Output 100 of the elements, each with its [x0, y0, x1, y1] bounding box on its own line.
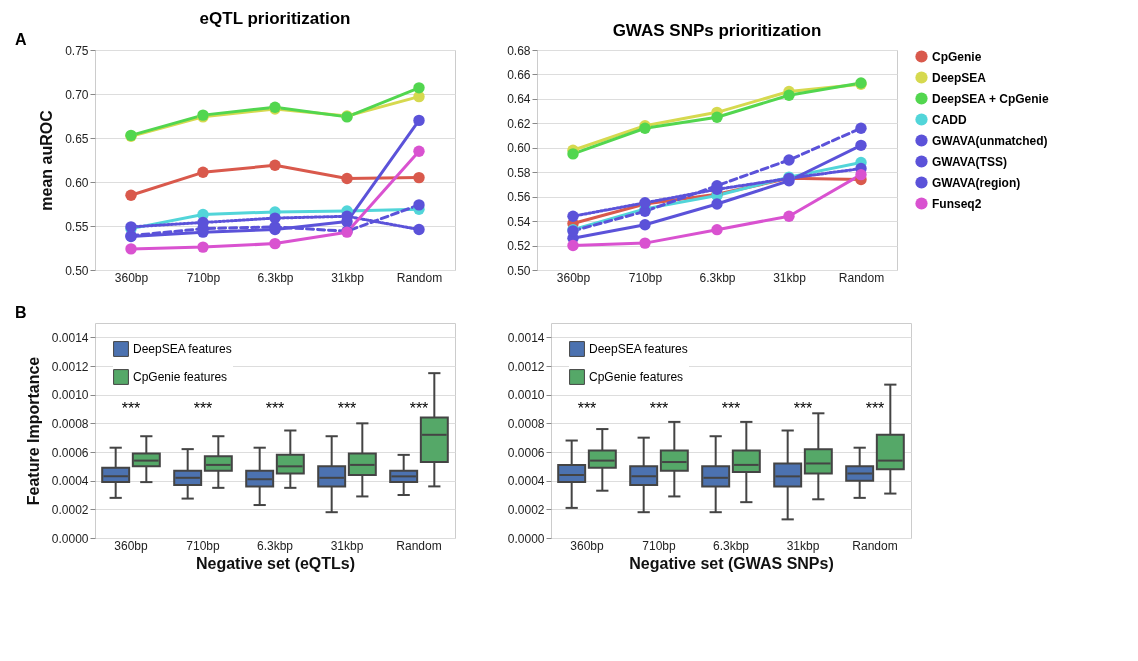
point — [567, 148, 579, 160]
annotation: *** — [337, 400, 357, 417]
legend-label: CADD — [932, 112, 967, 127]
y-tick-label: 0.0000 — [51, 531, 89, 546]
point — [711, 111, 723, 123]
point — [855, 139, 867, 152]
y-tick-label: 0.0012 — [507, 359, 545, 374]
annotation: *** — [121, 400, 141, 417]
y-tick-label: 0.75 — [65, 43, 89, 58]
x-axis-title: Negative set (eQTLs) — [195, 554, 356, 572]
legend-label: DeepSEA + CpGenie — [932, 91, 1049, 106]
y-tick-label: 0.56 — [507, 190, 531, 205]
annotation: *** — [265, 400, 285, 417]
point — [125, 243, 137, 255]
y-tick-label: 0.0008 — [507, 416, 545, 431]
legend-label: GWAVA(region) — [932, 175, 1021, 190]
point — [341, 172, 353, 185]
x-tick-label: 710bp — [186, 270, 221, 285]
x-tick-label: Random — [396, 538, 442, 553]
y-tick-label: 0.50 — [65, 263, 89, 278]
x-tick-label: 31kbp — [773, 270, 807, 285]
x-tick-label: 710bp — [186, 538, 221, 553]
annotation: *** — [721, 400, 741, 417]
legend-label: DeepSEA features — [133, 342, 232, 356]
y-tick-label: 0.58 — [507, 165, 531, 180]
legend-label: CpGenie features — [133, 370, 228, 384]
point — [783, 89, 795, 101]
text: A — [15, 31, 27, 48]
point — [783, 210, 795, 222]
y-tick-label: 0.0008 — [51, 416, 89, 431]
y-tick-label: 0.62 — [507, 116, 531, 131]
y-tick-label: 0.0010 — [507, 388, 545, 403]
x-tick-label: 31kbp — [330, 538, 364, 553]
point — [711, 198, 723, 210]
point — [125, 189, 137, 201]
y-tick-label: 0.54 — [507, 214, 531, 229]
x-tick-label: 31kbp — [786, 538, 820, 553]
point — [855, 168, 867, 181]
y-tick-label: 0.0004 — [507, 474, 545, 489]
text: B — [15, 304, 27, 321]
point — [413, 199, 425, 211]
x-tick-label: 360bp — [114, 270, 149, 285]
y-axis-title: mean auROC — [38, 109, 56, 211]
annotation: *** — [793, 400, 813, 417]
x-tick-label: 360bp — [556, 270, 591, 285]
chart-title: eQTL prioritization — [199, 9, 351, 28]
legend-label: Funseq2 — [932, 196, 982, 211]
x-tick-label: 31kbp — [331, 270, 365, 285]
x-tick-label: 710bp — [642, 538, 677, 553]
x-tick-label: Random — [838, 270, 885, 285]
point — [413, 223, 425, 236]
y-tick-label: 0.0002 — [507, 502, 545, 517]
x-tick-label: 360bp — [570, 538, 605, 553]
x-tick-label: 360bp — [114, 538, 149, 553]
y-tick-label: 0.50 — [507, 263, 531, 278]
y-axis-title: Feature Importance — [24, 356, 42, 506]
point — [855, 122, 867, 134]
y-tick-label: 0.64 — [507, 92, 531, 107]
legend-label: DeepSEA features — [589, 342, 688, 356]
y-tick-label: 0.0006 — [507, 445, 545, 460]
point — [413, 145, 425, 157]
x-tick-label: Random — [396, 270, 443, 285]
point — [783, 154, 795, 166]
point — [567, 239, 579, 252]
x-axis-title: Negative set (GWAS SNPs) — [629, 554, 834, 572]
annotation: *** — [193, 400, 213, 417]
x-tick-label: 710bp — [628, 270, 663, 285]
y-tick-label: 0.55 — [65, 219, 89, 234]
y-tick-label: 0.0014 — [51, 330, 89, 345]
annotation: *** — [409, 400, 429, 417]
y-tick-label: 0.52 — [507, 239, 531, 254]
legend-label: GWAVA(unmatched) — [932, 133, 1048, 148]
x-tick-label: Random — [852, 538, 898, 553]
chart-title: GWAS SNPs prioritization — [612, 21, 822, 40]
legend-label: CpGenie — [932, 49, 982, 64]
point — [269, 237, 281, 250]
point — [639, 237, 651, 249]
y-tick-label: 0.66 — [507, 67, 531, 82]
y-tick-label: 0.60 — [507, 141, 531, 156]
y-tick-label: 0.0014 — [507, 330, 545, 345]
x-tick-label: 6.3kbp — [699, 270, 736, 285]
point — [197, 166, 209, 179]
x-tick-label: 6.3kbp — [256, 538, 294, 553]
y-tick-label: 0.0000 — [507, 531, 545, 546]
annotation: *** — [577, 400, 597, 417]
legend-label: DeepSEA — [932, 70, 987, 85]
point — [711, 223, 723, 236]
x-tick-label: 6.3kbp — [712, 538, 750, 553]
point — [197, 241, 209, 253]
legend-label: CpGenie features — [589, 370, 684, 384]
point — [639, 219, 651, 231]
y-tick-label: 0.0006 — [51, 445, 89, 460]
point — [567, 210, 579, 222]
point — [413, 114, 425, 127]
y-tick-label: 0.70 — [65, 87, 89, 102]
point — [413, 82, 425, 94]
y-tick-label: 0.68 — [507, 43, 531, 58]
y-tick-label: 0.0004 — [51, 474, 89, 489]
point — [413, 171, 425, 184]
x-tick-label: 6.3kbp — [257, 270, 294, 285]
